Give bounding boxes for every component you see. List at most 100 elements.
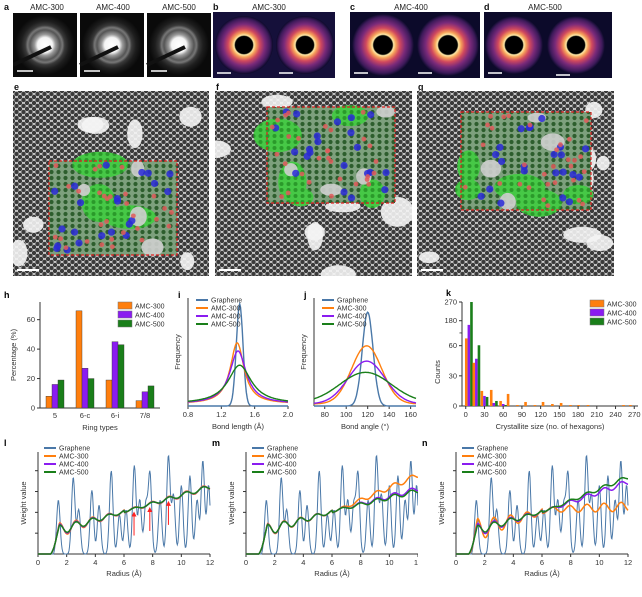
bar-amc-400 — [475, 358, 478, 406]
five-ring-marker — [497, 181, 503, 186]
crystallite-region — [516, 189, 562, 217]
bar-amc-400-6-c — [81, 368, 89, 409]
five-ring-marker — [371, 170, 377, 176]
panel-label: i — [178, 290, 181, 300]
line-amc-400 — [188, 350, 288, 403]
five-ring-marker — [275, 117, 281, 123]
legend-label: AMC-500 — [135, 322, 165, 329]
seven-ring-marker — [552, 169, 560, 177]
legend-label: AMC-300 — [337, 306, 367, 313]
x-tick-label: 0.8 — [183, 410, 193, 419]
y-tick-label: 180 — [444, 316, 457, 325]
panel-label: h — [4, 290, 10, 300]
bar-amc-500 — [495, 400, 498, 406]
diffraction-amc-500 — [146, 13, 211, 77]
x-tick-label: 2 — [273, 558, 277, 567]
x-tick-label: 240 — [609, 410, 622, 419]
x-tick-label: 4 — [301, 558, 305, 567]
seven-ring-marker — [559, 168, 567, 176]
bar-amc-300 — [480, 390, 484, 406]
y-axis-label: Frequency — [173, 334, 182, 370]
vacancy-region — [180, 252, 195, 271]
panel-label-f: f — [216, 82, 219, 92]
seven-ring-marker — [347, 129, 355, 137]
five-ring-marker — [120, 230, 126, 235]
five-ring-marker — [329, 193, 334, 199]
vacancy-region — [179, 106, 202, 127]
chart-n: n 0 2 4 6 8 10 12 Radius (Å) Weight value Graphene… — [418, 434, 633, 589]
vacancy-region — [127, 119, 143, 149]
bar-amc-300 — [541, 401, 545, 406]
panel-label-g: g — [418, 82, 424, 92]
panel-label-c: c — [350, 2, 356, 12]
x-axis-label: Radius (Å) — [314, 569, 350, 578]
bar-amc-300-5 — [45, 396, 53, 409]
x-tick-label: 0 — [464, 410, 468, 419]
bar-amc-300 — [559, 402, 563, 406]
five-ring-marker — [166, 223, 172, 229]
x-axis-label: Bond angle (°) — [341, 422, 390, 431]
line-graphene — [38, 454, 211, 555]
seven-ring-marker — [293, 110, 301, 118]
line-graphene — [456, 454, 629, 555]
bar-amc-500-5 — [57, 379, 65, 409]
five-ring-marker — [558, 142, 563, 148]
panel-a-title-1: AMC-300 — [30, 3, 64, 12]
bar-amc-400-7/8 — [141, 391, 149, 409]
x-tick-label: 6 — [540, 558, 544, 567]
legend-label: AMC-400 — [211, 314, 241, 321]
seven-ring-marker — [347, 194, 356, 202]
chart-j: j 80 100 120 140 160 Bond angle (°) Frequency Gr… — [290, 284, 420, 439]
diffraction-amc-400 — [79, 13, 144, 77]
seven-ring-marker — [340, 161, 348, 170]
five-ring-marker — [566, 136, 572, 142]
five-ring-marker — [274, 151, 280, 157]
five-ring-marker — [322, 124, 328, 129]
five-ring-marker — [367, 143, 373, 149]
five-ring-marker — [104, 219, 110, 224]
five-ring-marker — [98, 222, 104, 228]
seven-ring-marker — [517, 125, 525, 133]
legend-label: AMC-500 — [267, 470, 297, 477]
seven-ring-marker — [305, 145, 314, 153]
x-tick-label: 12 — [624, 558, 632, 567]
x-tick-label: 210 — [591, 410, 604, 419]
vacancy-region — [23, 216, 44, 233]
seven-ring-marker — [497, 199, 505, 207]
y-axis-label: Weight value — [437, 481, 446, 524]
line-amc-500 — [313, 371, 417, 400]
legend-label: AMC-500 — [59, 470, 89, 477]
x-tick-label: 60 — [499, 410, 507, 419]
five-ring-marker — [541, 197, 547, 203]
five-ring-marker — [269, 124, 275, 130]
ring-density-maps — [213, 12, 613, 83]
y-tick-label: 0 — [453, 402, 457, 411]
seven-ring-marker — [53, 244, 61, 253]
x-tick-label: 8 — [359, 558, 363, 567]
seven-ring-marker — [538, 114, 546, 123]
five-ring-marker — [306, 179, 312, 185]
five-ring-marker — [489, 125, 495, 131]
five-ring-marker — [124, 201, 130, 206]
seven-ring-marker — [292, 169, 300, 177]
seven-ring-marker — [347, 114, 355, 122]
legend-label: AMC-300 — [267, 454, 297, 461]
red-arrow-head — [147, 506, 153, 512]
vacancy-region — [304, 223, 325, 241]
five-ring-marker — [53, 163, 59, 169]
panel-c-title: AMC-400 — [394, 3, 428, 12]
seven-ring-marker — [291, 148, 299, 156]
five-ring-marker — [550, 164, 556, 169]
y-axis-label: Weight value — [227, 481, 236, 524]
legend-label: AMC-500 — [477, 470, 507, 477]
seven-ring-marker — [113, 197, 122, 205]
five-ring-marker — [109, 236, 115, 242]
seven-ring-marker — [51, 187, 59, 195]
panel-a-title-3: AMC-500 — [162, 3, 196, 12]
seven-ring-marker — [58, 225, 66, 233]
y-tick-label: 40 — [27, 345, 35, 354]
bar-amc-300 — [464, 338, 468, 406]
five-ring-marker — [488, 113, 493, 119]
five-ring-marker — [97, 163, 103, 169]
five-ring-marker — [337, 176, 343, 182]
